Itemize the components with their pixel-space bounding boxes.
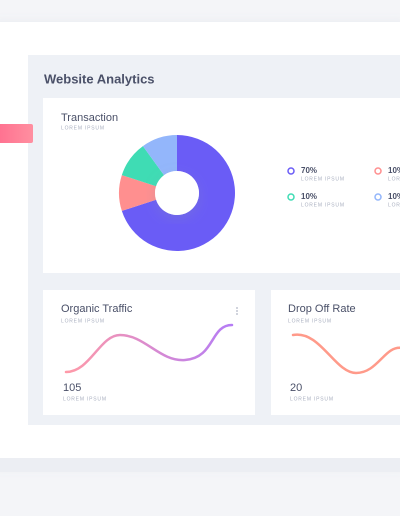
donut [119,135,235,251]
device-edge [0,458,400,472]
card-title: Drop Off Rate [288,303,356,315]
legend-caption: LOREM IPSUM [388,176,400,182]
legend-caption: LOREM IPSUM [388,202,400,208]
card-subtitle: LOREM IPSUM [61,318,105,324]
donut-segment [142,135,177,176]
donut-segment [121,135,235,251]
legend-label: 10% [388,192,400,201]
dropoff-card [271,290,400,415]
card-value: 105 [63,382,81,394]
card-title: Organic Traffic [61,303,133,315]
legend-label: 70% [301,166,317,175]
legend-caption: LOREM IPSUM [301,176,345,182]
sidebar-highlight [0,124,33,143]
card-caption: LOREM IPSUM [290,396,334,402]
organic-card [43,290,255,415]
card-title: Transaction [61,112,118,124]
trend-line [291,333,400,375]
card-caption: LOREM IPSUM [63,396,107,402]
donut-hole [155,171,199,215]
menu-dots[interactable] [236,307,238,315]
legend-marker [287,193,295,201]
trend-line [64,323,234,374]
legend-label: 10% [388,166,400,175]
donut-segment [119,175,157,211]
page-title: Website Analytics [44,71,155,86]
legend-label: 10% [301,192,317,201]
legend-marker [287,167,295,175]
card-subtitle: LOREM IPSUM [61,125,105,131]
legend-marker [374,167,382,175]
legend-caption: LOREM IPSUM [301,202,345,208]
card-value: 20 [290,382,302,394]
donut-segment [121,146,165,187]
legend-marker [374,193,382,201]
card-subtitle: LOREM IPSUM [288,318,332,324]
